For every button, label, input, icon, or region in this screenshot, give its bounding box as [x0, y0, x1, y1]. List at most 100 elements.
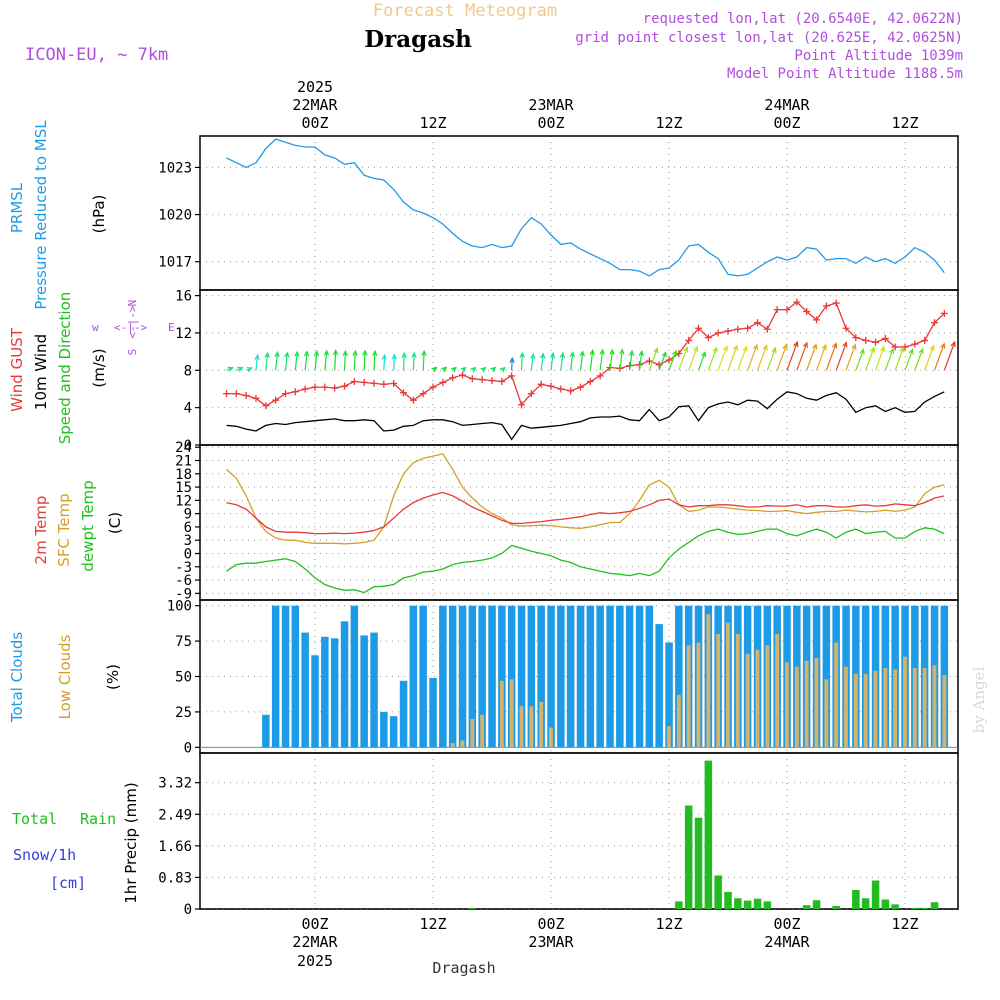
total-cloud-bar	[262, 714, 270, 748]
wind-arrow	[550, 353, 554, 371]
gust-marker	[862, 336, 870, 344]
rain-bar	[802, 905, 811, 909]
wind-arrowhead	[752, 343, 758, 351]
low-cloud-bar	[863, 673, 868, 748]
wind-arrowhead	[421, 349, 427, 357]
wind-arrowhead	[693, 345, 699, 353]
rain-bar	[694, 817, 703, 909]
prmsl-label: PRMSL	[8, 182, 26, 233]
wind-arrow	[933, 343, 945, 371]
bottom-date-label: 23MAR	[528, 933, 574, 951]
top-year-label: 2025	[297, 78, 333, 96]
wind-arrow	[363, 350, 366, 371]
top-tick-label: 12Z	[891, 114, 918, 132]
wind-arrowhead	[712, 346, 718, 353]
wind-arrow	[668, 350, 677, 371]
low-cloud-bar	[519, 706, 524, 748]
low-cloud-bar	[529, 706, 534, 748]
wind-arrowhead	[480, 366, 487, 373]
pressure-ytick-label: 1023	[158, 160, 192, 176]
gust-marker	[449, 374, 457, 382]
wind-arrowhead	[227, 366, 234, 372]
total-cloud-bar	[321, 636, 329, 748]
rain-bar	[684, 805, 693, 909]
wind-arrow	[924, 345, 935, 371]
wind-arrowhead	[950, 340, 956, 348]
bottom-date-label: 22MAR	[292, 933, 338, 951]
gust-marker	[911, 340, 919, 348]
wind-arrow	[284, 352, 288, 371]
gust-marker	[370, 379, 378, 387]
wind-arrow	[874, 346, 885, 371]
rain-bar	[714, 875, 722, 909]
wind-arrow	[255, 355, 259, 371]
clouds-ytick-label: 75	[175, 634, 192, 650]
gust-marker	[311, 383, 319, 391]
wind-arrow	[589, 350, 594, 371]
wind-arrow	[884, 348, 894, 371]
grid-coords: grid point closest lon,lat (20.625E, 42.…	[575, 30, 963, 46]
compass-arrows: <-|->	[114, 321, 147, 334]
wind-arrowhead	[899, 346, 905, 353]
wind10-label: 10m Wind	[32, 334, 50, 410]
rain-bar	[675, 901, 683, 909]
total-cloud-bar	[635, 605, 644, 748]
low-cloud-bar	[932, 665, 937, 748]
total-cloud-bar	[645, 605, 654, 748]
gust-marker	[331, 384, 339, 392]
location-title-halo: Dragash	[364, 26, 472, 53]
total-cloud-bar	[822, 605, 831, 748]
wind-arrow	[766, 347, 777, 371]
wind-arrowhead	[929, 344, 935, 351]
gust-marker	[478, 376, 486, 384]
precip-frame	[199, 752, 959, 910]
wind-arrowhead	[908, 348, 914, 355]
wind-arrowhead	[879, 345, 886, 353]
low-cloud-bar	[735, 634, 740, 748]
wind-arrowhead	[579, 350, 585, 357]
gust-marker	[921, 336, 929, 344]
wind-arrowhead	[683, 346, 689, 353]
gust-marker	[527, 390, 535, 398]
wind-arrow	[806, 344, 817, 371]
low-cloud-bar	[804, 660, 809, 748]
gust-marker	[468, 375, 476, 383]
rain-bar	[704, 760, 713, 909]
compass-rose: w <-|-> E N <-|-> S	[92, 300, 175, 356]
wind-arrowhead	[671, 349, 678, 357]
gust-marker	[891, 343, 899, 351]
wind-arrow	[747, 344, 758, 371]
rain-bar	[930, 902, 939, 909]
cloud-bars	[200, 605, 958, 748]
rain-bar	[734, 898, 742, 909]
low-cloud-bar	[922, 668, 927, 748]
wind-arrow	[511, 358, 513, 371]
wind-arrow	[629, 350, 633, 371]
wind-arrow	[845, 344, 856, 371]
low-cloud-bar	[460, 740, 465, 748]
wind-arrowhead	[431, 366, 438, 373]
low-cloud-bar	[853, 673, 858, 748]
bottom-tick-label: 12Z	[891, 915, 918, 933]
total-cloud-bar	[380, 711, 388, 748]
wind-arrowhead	[509, 356, 515, 364]
gust-marker	[734, 325, 742, 333]
low-cloud-bar	[499, 680, 504, 748]
total-cloud-bar	[350, 605, 359, 748]
wind-arrowhead	[859, 348, 865, 355]
wind-arrowhead	[889, 347, 895, 355]
bottom-year-label: 2025	[297, 952, 333, 970]
bottom-tick-label: 12Z	[419, 915, 446, 933]
low-cloud-bar	[539, 702, 544, 748]
wind-arrow	[314, 351, 318, 371]
total-cloud-bar	[488, 605, 496, 748]
clouds-ytick-label: 100	[167, 599, 192, 615]
wind-arrow	[609, 349, 614, 371]
gust-marker	[409, 396, 417, 404]
low-cloud-bar	[755, 649, 760, 748]
gust-marker	[547, 382, 555, 390]
rain-bar	[468, 907, 477, 909]
low-cloud-bar	[824, 679, 829, 748]
rain-bar	[881, 899, 890, 909]
total-cloud-bar	[507, 605, 516, 748]
